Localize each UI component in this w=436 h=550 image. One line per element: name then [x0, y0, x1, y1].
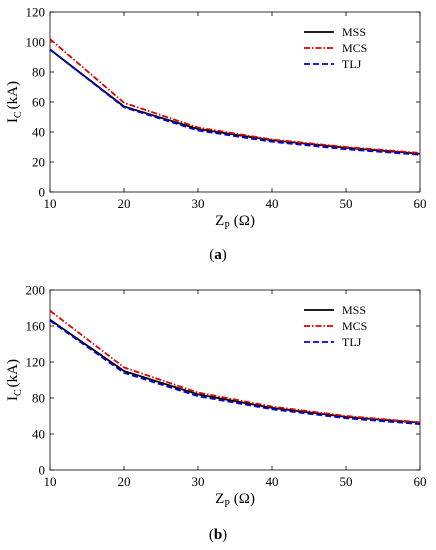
caption-a-label: a: [214, 247, 222, 263]
x-tick-label-a: 40: [266, 196, 279, 211]
y-tick-label-a: 20: [32, 155, 45, 170]
legend-label-mcs-b: MCS: [342, 319, 367, 333]
y-tick-label-a: 0: [39, 185, 46, 200]
x-tick-label-a: 20: [118, 196, 131, 211]
series-a: [49, 38, 421, 156]
caption-a: (a): [209, 247, 227, 263]
series-line-tlj-b: [49, 319, 421, 425]
y-tick-label-a: 100: [26, 35, 46, 50]
series-line-tlj-a: [49, 48, 421, 156]
x-tick-label-a: 30: [192, 196, 205, 211]
y-tick-label-b: 200: [26, 283, 46, 298]
y-axis-label-a: IC(kA): [5, 81, 24, 123]
chart-b: 0 40 80 120 160 200 10 20 30 40 50 60 MSS MCS TLJ IC…: [5, 283, 427, 511]
x-ticks-b: 10 20 30 40 50 60: [44, 290, 427, 489]
y-tick-label-a: 80: [32, 65, 45, 80]
legend-a: MSS MCS TLJ: [298, 20, 408, 76]
x-tick-label-b: 50: [340, 474, 353, 489]
x-axis-label-a: ZP (Ω): [215, 213, 255, 232]
x-tick-label-a: 60: [414, 196, 427, 211]
y-tick-label-a: 40: [32, 125, 45, 140]
x-ticks-a: 10 20 30 40 50 60: [44, 12, 427, 211]
legend-label-mcs-a: MCS: [342, 41, 367, 55]
y-tick-label-b: 160: [26, 319, 46, 334]
y-tick-label-a: 120: [26, 5, 46, 20]
chart-a: 0 20 40 60 80 100 120 10 20 30 40 50 60 MSS MCS TLJ I…: [5, 5, 427, 233]
series-b: [49, 309, 421, 425]
x-tick-label-a: 50: [340, 196, 353, 211]
legend-label-tlj-a: TLJ: [342, 57, 362, 71]
series-line-mcs-b: [49, 309, 421, 424]
caption-b: (b): [208, 527, 228, 543]
x-tick-label-b: 20: [118, 474, 131, 489]
series-line-mcs-a: [49, 38, 421, 154]
y-tick-label-b: 0: [39, 463, 46, 478]
x-tick-label-a: 10: [44, 196, 57, 211]
y-tick-label-b: 40: [32, 427, 45, 442]
y-tick-label-b: 80: [32, 391, 45, 406]
y-axis-label-b: IC(kA): [5, 359, 24, 401]
y-ticks-b: 0 40 80 120 160 200: [26, 283, 420, 478]
legend-label-tlj-b: TLJ: [342, 335, 362, 349]
legend-label-mss-a: MSS: [342, 25, 366, 39]
x-tick-label-b: 60: [414, 474, 427, 489]
y-ticks-a: 0 20 40 60 80 100 120: [26, 5, 420, 200]
y-tick-label-b: 120: [26, 355, 46, 370]
x-tick-label-b: 30: [192, 474, 205, 489]
x-axis-label-b: ZP (Ω): [215, 491, 255, 510]
x-tick-label-b: 10: [44, 474, 57, 489]
legend-label-mss-b: MSS: [342, 303, 366, 317]
x-tick-label-b: 40: [266, 474, 279, 489]
caption-b-label: b: [213, 527, 223, 543]
y-tick-label-a: 60: [32, 95, 45, 110]
legend-b: MSS MCS TLJ: [298, 298, 408, 354]
